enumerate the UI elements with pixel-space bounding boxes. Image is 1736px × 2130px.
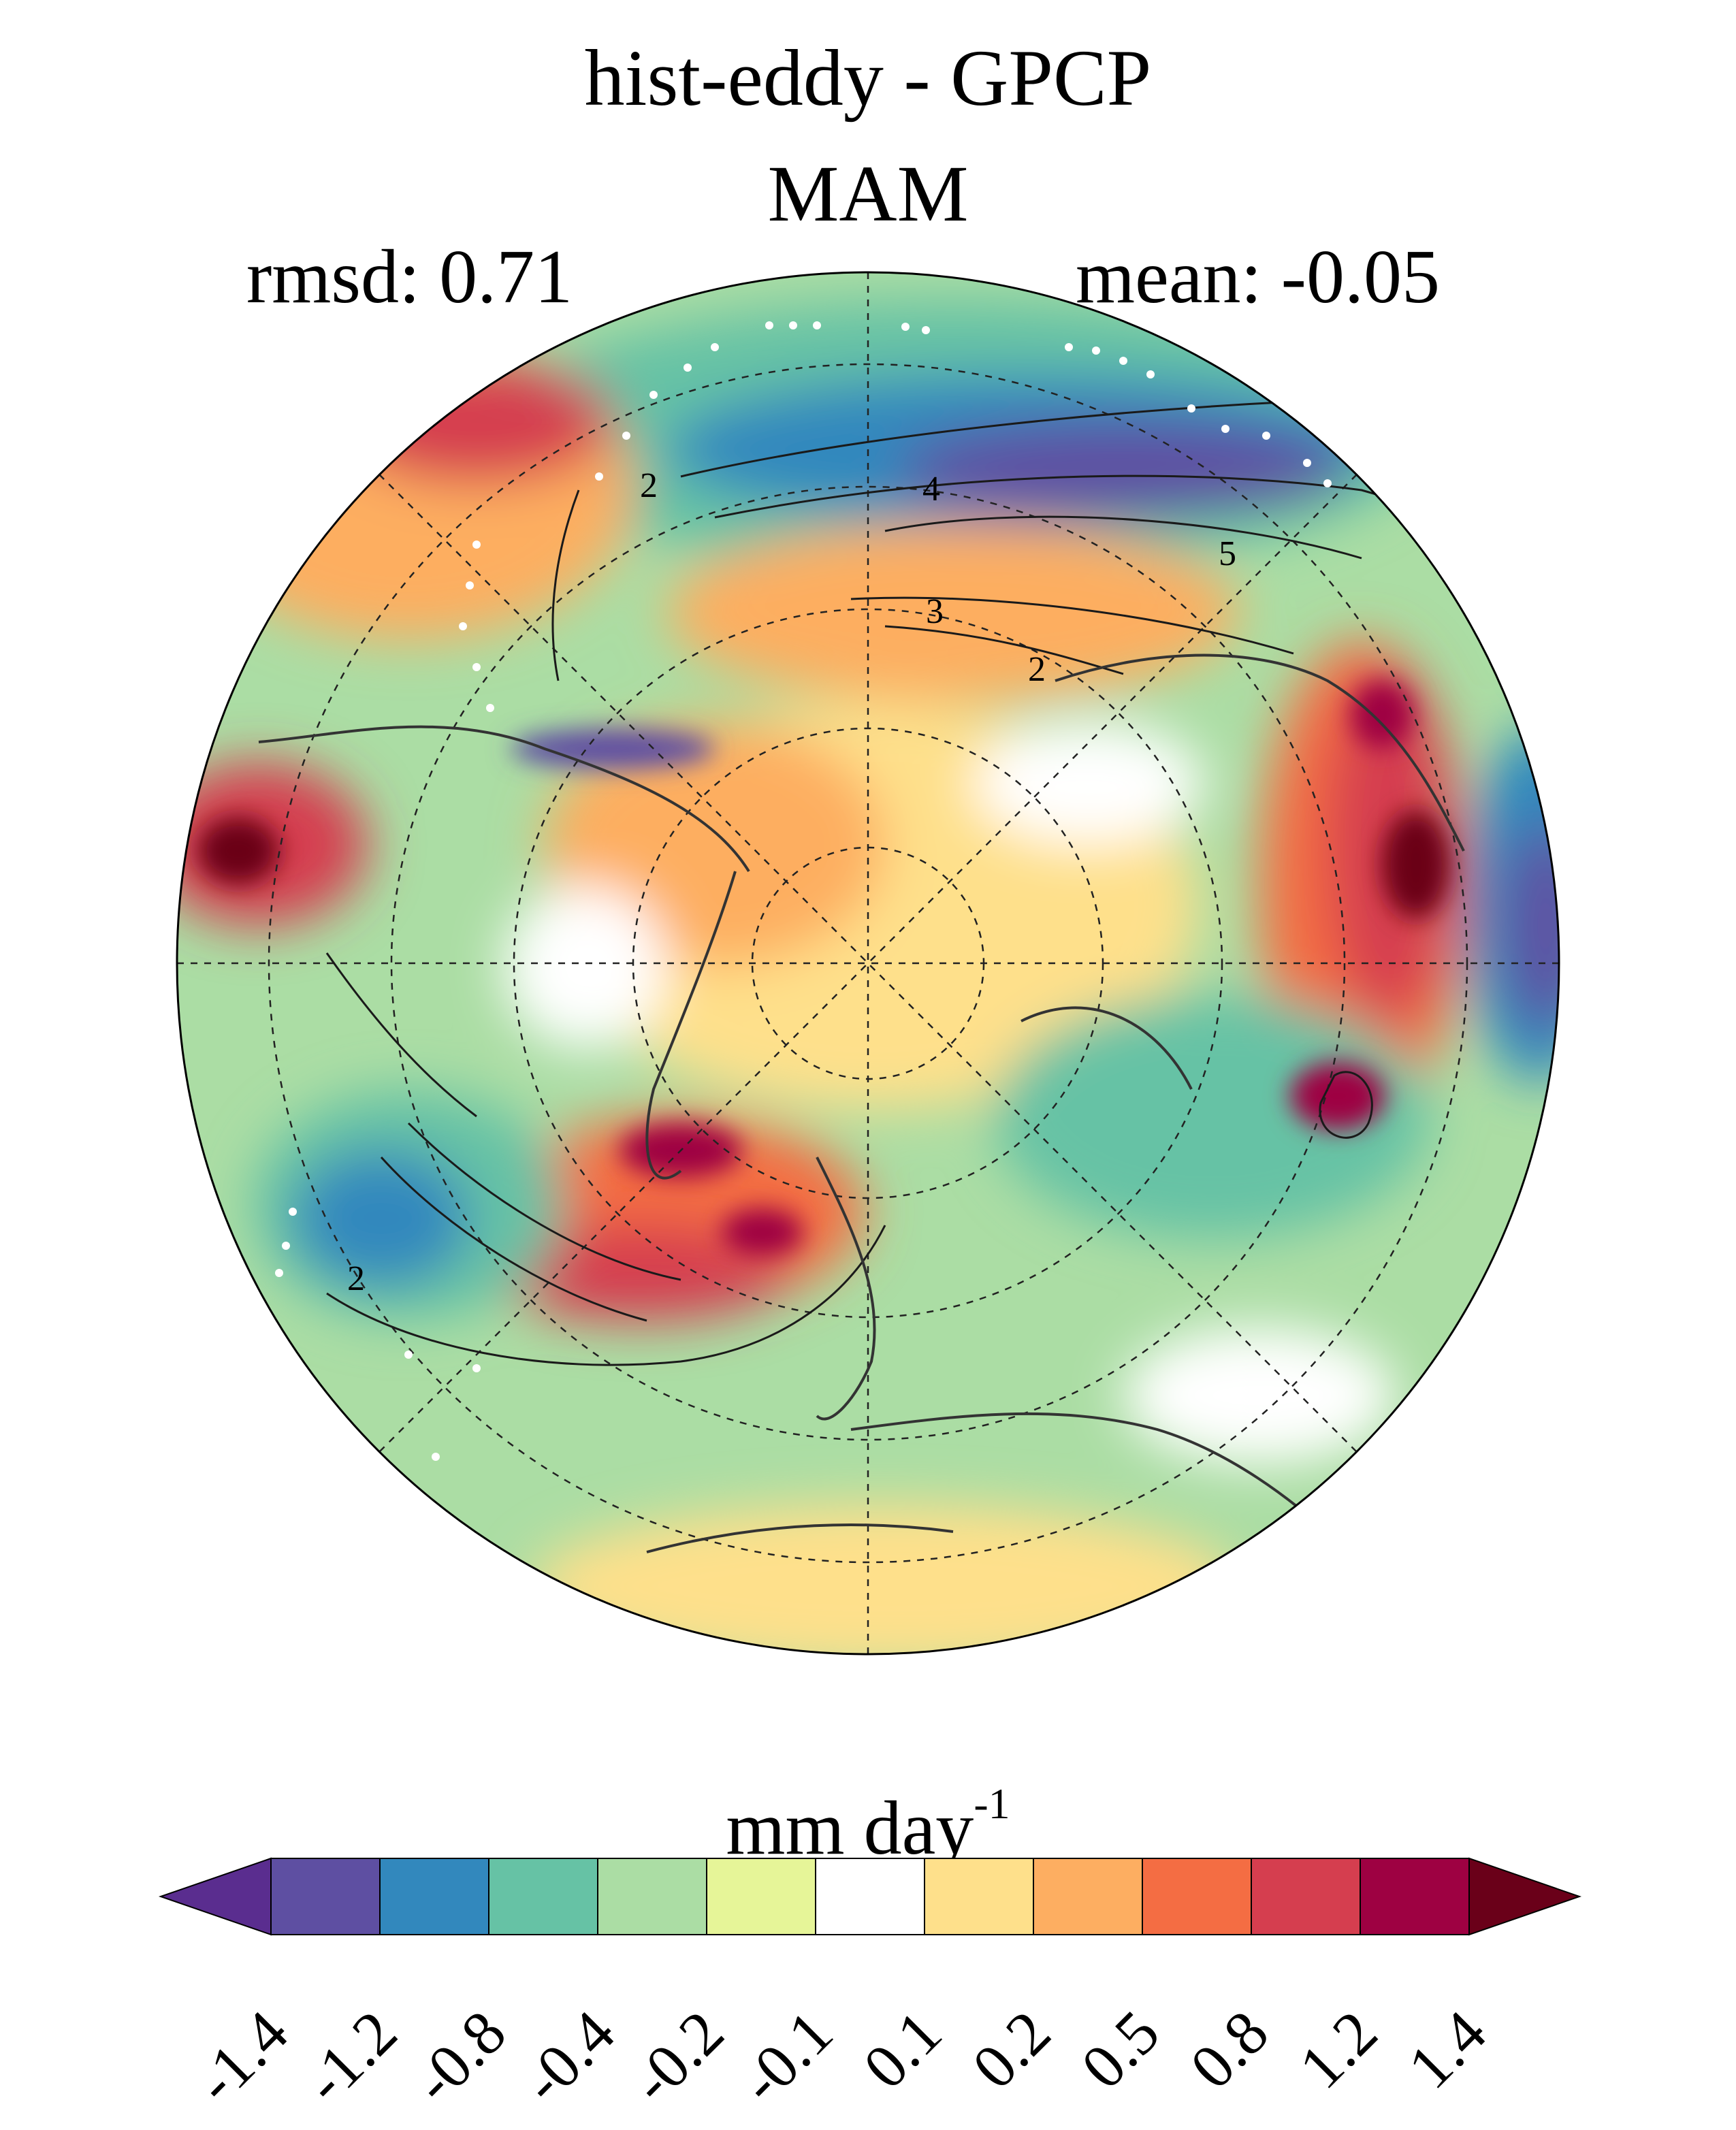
map-boundary [176,271,1560,1656]
coastlines [258,653,1465,1553]
graticule [177,272,1559,1654]
colorbar-tick-label: -1.2 [291,1997,410,2116]
precip-field [177,272,1559,1654]
stippling [275,321,1332,1461]
unit-base: mm day [726,1786,974,1871]
contour-label: 5 [1219,534,1236,573]
unit-exponent: -1 [974,1779,1010,1828]
colorbar-unit: mm day-1 [0,1760,1736,1873]
mean-stat: mean: -0.05 [1076,235,1440,319]
colorbar-tick-label: -0.8 [400,1997,519,2116]
polar-map: 2 4 3 2 5 2 [176,271,1560,1656]
contour-label: 3 [926,592,944,631]
contour-label: 2 [347,1259,365,1298]
colorbar-tick-label: 0.1 [850,1997,954,2101]
colorbar-tick-label: -0.4 [509,1997,628,2116]
season-subtitle: MAM [767,149,969,238]
colorbar-tick-label: -0.1 [726,1997,846,2116]
contour-label: 4 [922,470,940,509]
colorbar-tick-label: 0.2 [959,1997,1063,2101]
contour-label: 2 [640,466,658,505]
rmsd-stat: rmsd: 0.71 [246,235,573,319]
colorbar-tick-label: -1.4 [182,1997,301,2116]
chart-title: hist-eddy - GPCP [584,33,1152,123]
colorbar-tick-label: 1.4 [1395,1997,1499,2101]
colorbar-tick-label: -0.2 [617,1997,737,2116]
colorbar-tick-label: 0.5 [1068,1997,1172,2101]
colorbar-tick-label: 1.2 [1286,1997,1390,2101]
contour-labels: 2 4 3 2 5 2 [347,466,1236,1298]
colorbar-tick-label: 0.8 [1177,1997,1281,2101]
contour-label: 2 [1028,650,1046,689]
